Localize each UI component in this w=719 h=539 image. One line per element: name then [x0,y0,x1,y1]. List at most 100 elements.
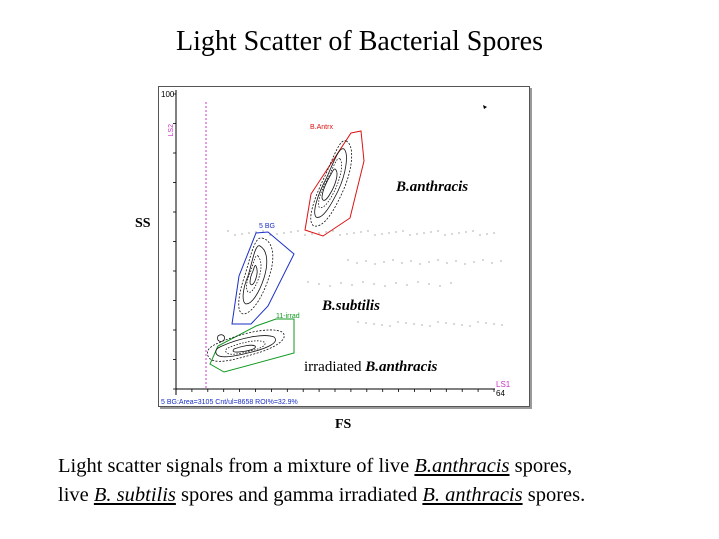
y-max-label: 100 [161,90,175,99]
noise-event [482,259,484,261]
noise-event [428,283,430,285]
noise-event [347,259,349,261]
gate-label-b-antrx: B.Antrx [310,124,333,131]
noise-event [329,285,331,287]
caption-1a: Light scatter signals from a mixture of … [58,455,415,477]
noise-event [413,323,415,325]
noise-event [473,261,475,263]
noise-event [401,262,403,264]
gate-5-bg [231,231,295,325]
contours-irradiated-b-anthracis [207,329,285,362]
scatter-plot-svg: 100 LS2 LS1 64 5 BG:Area=3105 Cnt/ul=865… [158,86,530,407]
y-axis-label: SS [135,216,151,231]
plot-border [158,86,530,407]
noise-event [339,234,341,236]
noise-event [332,230,334,232]
caption-2a: live [58,484,94,506]
caption-species-3: B. anthracis [422,484,523,506]
noise-event [416,233,418,235]
noise-event [405,322,407,324]
noise-event [248,232,250,234]
population-label-b-subtilis: B.subtilis [321,298,380,314]
contours-b-anthracis [310,140,353,227]
noise-event [453,323,455,325]
noise-event [381,324,383,326]
noise-event [373,323,375,325]
noise-event [417,281,419,283]
noise-event [501,324,503,326]
noise-event [437,230,439,232]
x-axis-ticks [175,389,495,392]
noise-event [367,230,369,232]
caption-1c: spores, [509,455,573,477]
noise-event [395,231,397,233]
noise-event [430,231,432,233]
x-param-label: LS1 [496,380,511,389]
noise-event [374,263,376,265]
noise-event [297,230,299,232]
caption-2e: spores. [522,484,586,506]
noise-event [388,232,390,234]
noise-event [458,232,460,234]
noise-event [392,259,394,261]
noise-event [227,230,229,232]
population-label-b-anthracis: B.anthracis [395,179,468,195]
noise-event [283,232,285,234]
slide-title: Light Scatter of Bacterial Spores [176,26,543,57]
noise-event [276,233,278,235]
noise-event [373,283,375,285]
noise-event [428,261,430,263]
noise-event [362,281,364,283]
noise-event [384,285,386,287]
noise-event [491,262,493,264]
x-axis-label: FS [335,417,352,432]
noise-event [423,232,425,234]
noise-event [455,260,457,262]
gate-11-irrad [209,318,295,373]
noise-event [307,281,309,283]
flow-cytometry-plot: 100 LS2 LS1 64 5 BG:Area=3105 Cnt/ul=865… [158,86,530,407]
caption-2c: spores and gamma irradiated [175,484,423,506]
noise-event [304,234,306,236]
contours-b-subtilis [238,237,274,315]
noise-event [419,263,421,265]
corner-marker [483,105,487,109]
gate-label-11-irrad: 11-irrad [276,313,300,320]
noise-event [365,322,367,324]
noise-event [402,230,404,232]
status-bar: 5 BG:Area=3105 Cnt/ul=8658 ROI%=32.9% [161,399,298,406]
background-events [227,230,503,327]
noise-event [493,232,495,234]
slide-caption: Light scatter signals from a mixture of … [58,452,708,510]
irradiated-species: B.anthracis [364,359,437,375]
caption-species-2: B. subtilis [93,484,176,506]
noise-event [383,261,385,263]
noise-event [290,231,292,233]
noise-event [241,233,243,235]
noise-event [356,262,358,264]
noise-event [318,232,320,234]
noise-event [469,325,471,327]
noise-event [500,260,502,262]
noise-event [311,233,313,235]
noise-event [493,323,495,325]
caption-species-1: B.anthracis [414,455,510,477]
noise-event [429,325,431,327]
gate-label-5-bg: 5 BG [259,223,275,230]
noise-event [255,231,257,233]
noise-event [318,283,320,285]
noise-event [445,322,447,324]
noise-event [340,282,342,284]
noise-event [374,234,376,236]
caption-line-2: live B. subtilis spores and gamma irradi… [58,481,708,510]
noise-event [262,230,264,232]
noise-event [461,324,463,326]
noise-event [464,263,466,265]
noise-event [346,233,348,235]
irradiated-prefix: irradiated [304,359,365,375]
noise-event [485,322,487,324]
noise-event [465,231,467,233]
caption-line-1: Light scatter signals from a mixture of … [58,452,708,481]
noise-event [395,282,397,284]
noise-event [437,321,439,323]
